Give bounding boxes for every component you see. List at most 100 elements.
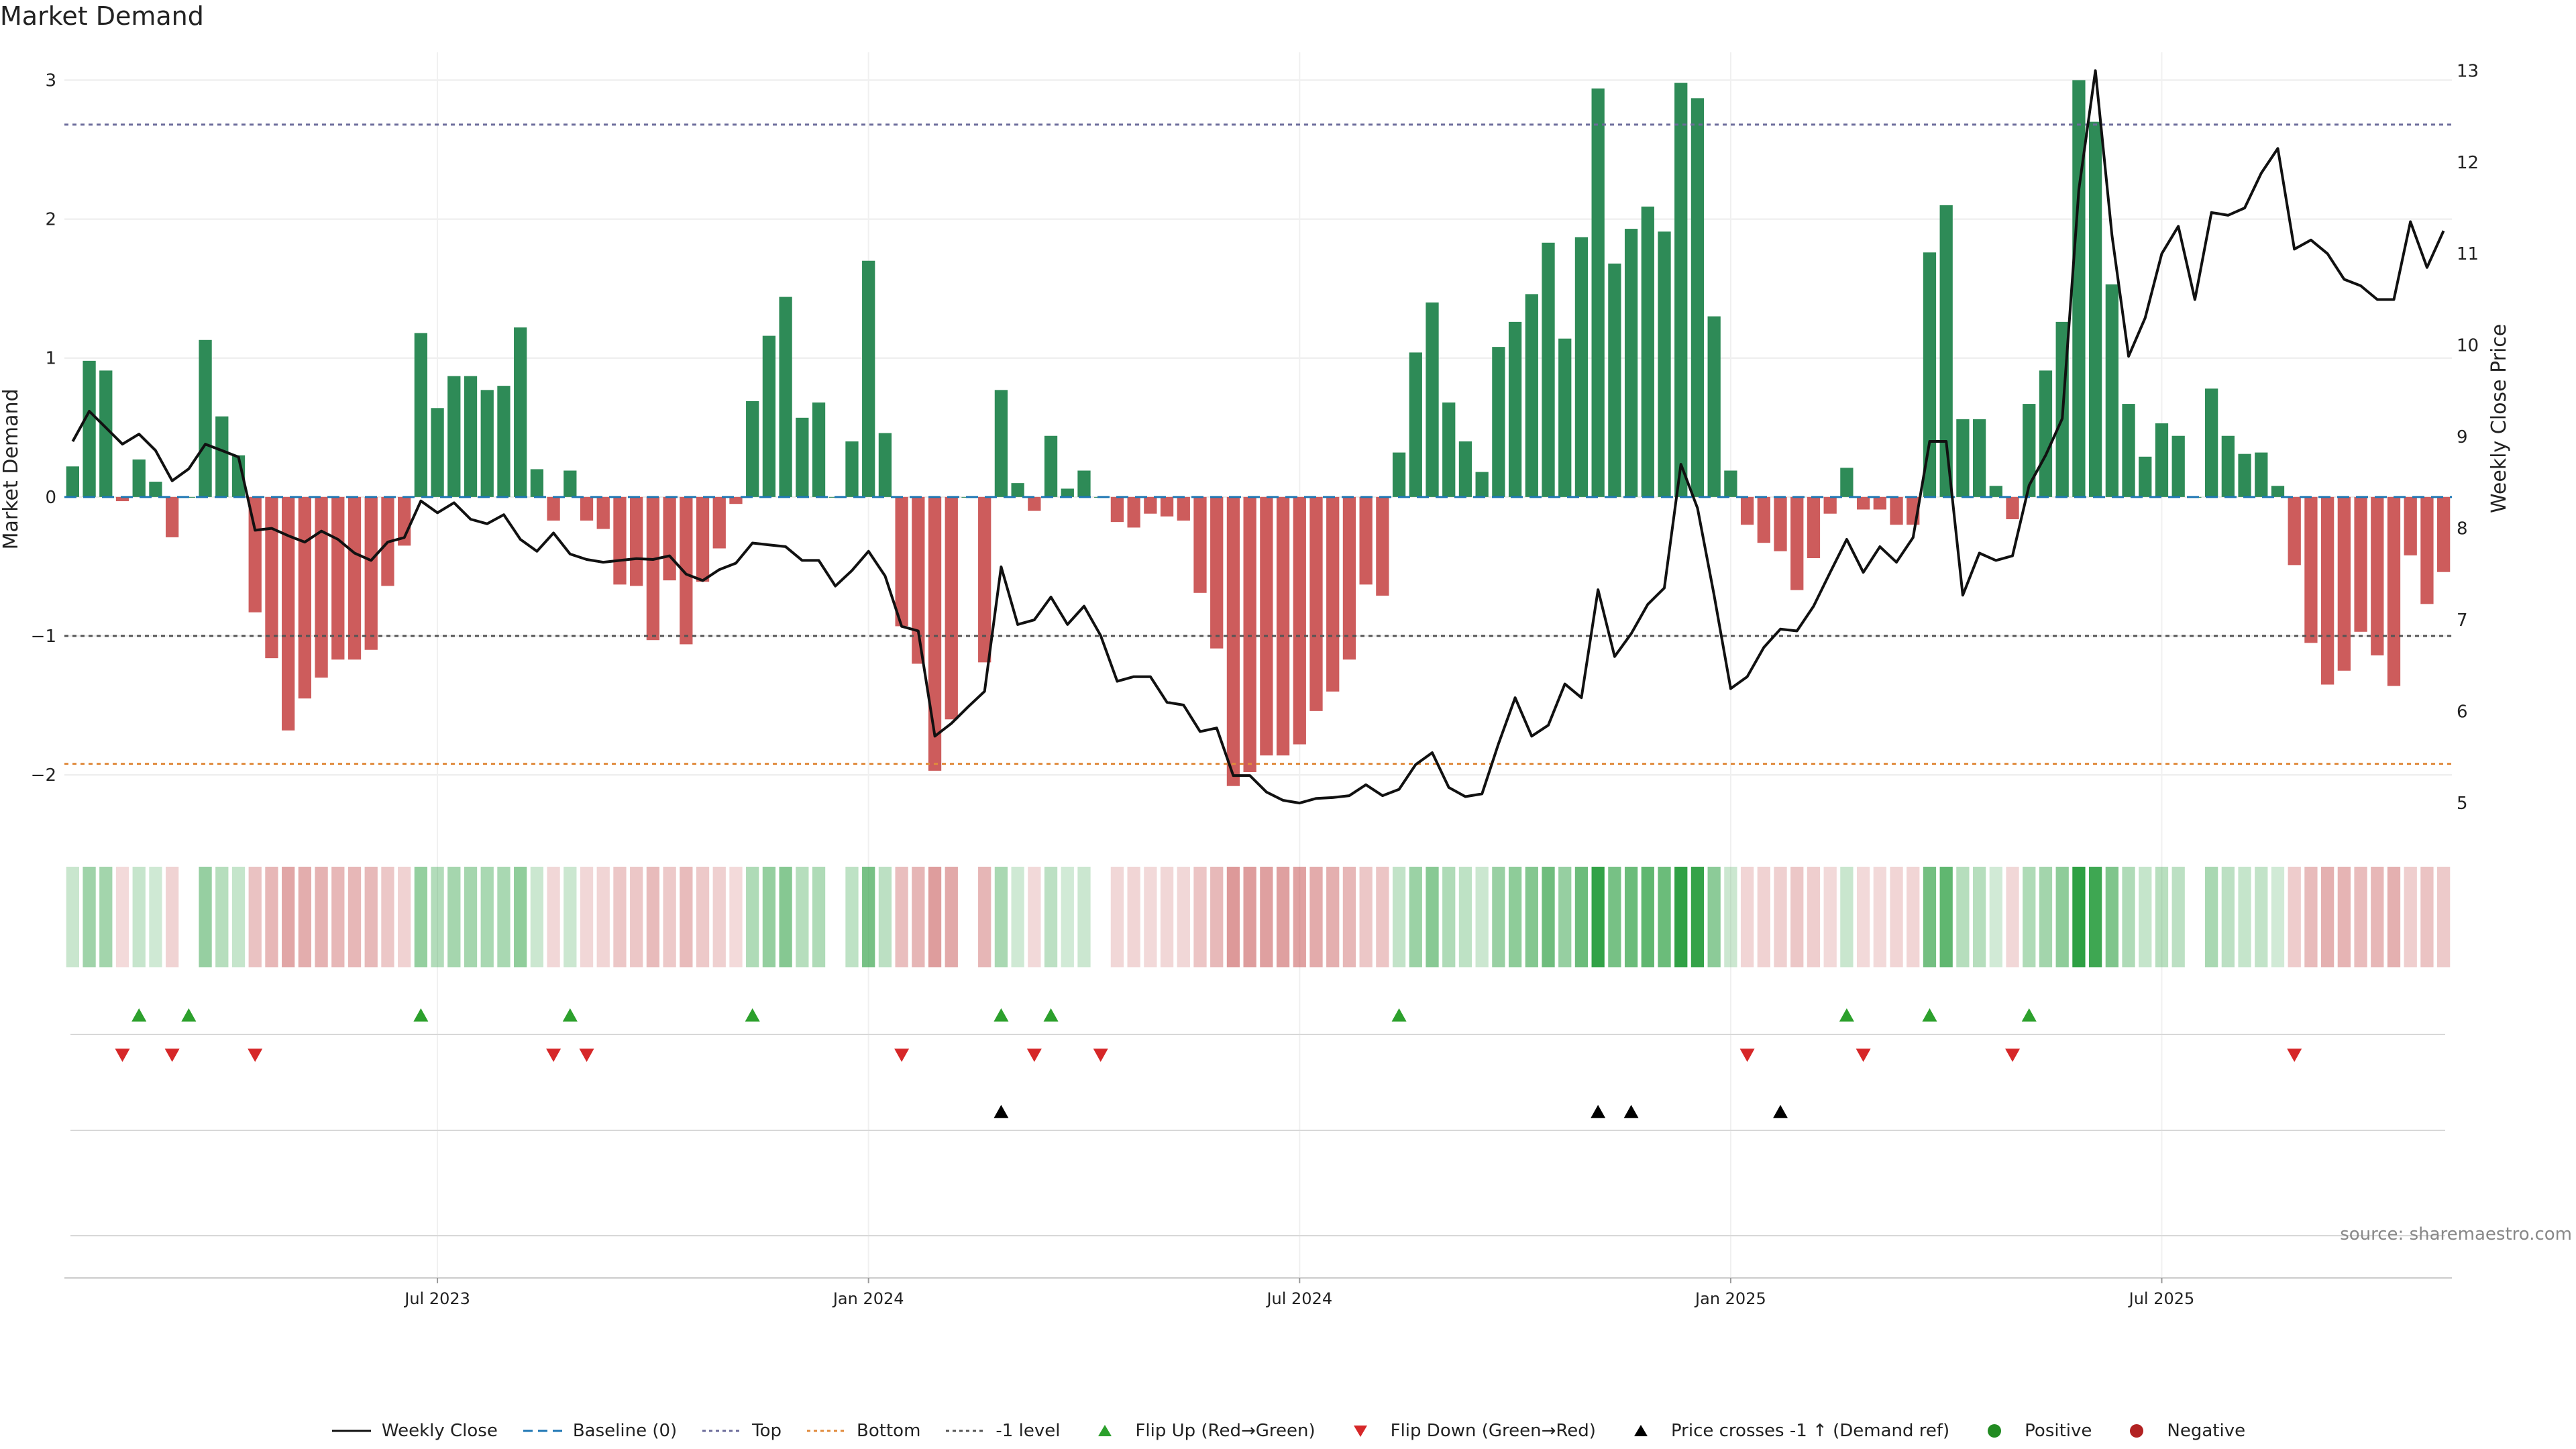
legend-key xyxy=(1988,1424,2002,1438)
legend: Weekly Close Baseline (0) Top Bottom -1 leve… xyxy=(0,1421,2576,1441)
y-tick-label-right: 6 xyxy=(2457,702,2468,722)
price-cross-marker xyxy=(1623,1105,1639,1118)
demand-bar xyxy=(132,459,146,497)
demand-bar xyxy=(2088,121,2102,497)
demand-bar xyxy=(199,339,212,497)
heat-cell xyxy=(1690,867,1705,967)
heat-cell xyxy=(364,867,378,967)
heat-cell xyxy=(2039,867,2053,967)
y-tick-label-right: 10 xyxy=(2457,336,2479,356)
demand-bar xyxy=(115,496,129,502)
heat-cell xyxy=(248,867,262,967)
legend-label: Negative xyxy=(2167,1421,2246,1441)
heat-cell xyxy=(2155,867,2169,967)
legend-item: Top xyxy=(701,1421,782,1441)
heat-cell xyxy=(895,867,908,967)
heat-cell xyxy=(630,867,643,967)
demand-bar xyxy=(497,386,511,497)
demand-bar xyxy=(712,496,726,549)
demand-bar xyxy=(2155,423,2169,497)
price-cross-marker xyxy=(1591,1105,1606,1118)
heat-cell xyxy=(1641,867,1654,967)
demand-bar xyxy=(1127,496,1140,528)
heat-cell xyxy=(1674,867,1688,967)
heat-cell xyxy=(2354,867,2367,967)
heat-cell xyxy=(1558,867,1572,967)
demand-bar xyxy=(2337,496,2351,671)
flip-down-marker xyxy=(164,1049,180,1062)
x-tick-label: Jul 2023 xyxy=(403,1289,470,1308)
heat-cell xyxy=(1774,867,1787,967)
heat-cell xyxy=(215,867,229,967)
demand-bar xyxy=(2437,496,2451,572)
demand-bar xyxy=(564,470,577,497)
heat-cell xyxy=(2304,867,2318,967)
heat-cell xyxy=(149,867,162,967)
heat-cell xyxy=(1442,867,1456,967)
demand-bar xyxy=(1276,496,1290,756)
heat-cell xyxy=(1458,867,1472,967)
demand-bar xyxy=(1426,302,1439,497)
y-tick-label-left: 0 xyxy=(45,488,56,508)
demand-bar xyxy=(2039,370,2053,497)
demand-bar xyxy=(2122,404,2135,497)
legend-key-shape xyxy=(1353,1426,1367,1437)
heat-cell xyxy=(315,867,328,967)
legend-label: Positive xyxy=(2025,1421,2092,1441)
x-tick-label: Jan 2025 xyxy=(1694,1289,1766,1308)
legend-label: Flip Up (Red→Green) xyxy=(1135,1421,1316,1441)
demand-bar xyxy=(1044,435,1058,497)
heat-cell xyxy=(1707,867,1721,967)
heat-cell xyxy=(199,867,212,967)
heat-cell xyxy=(1392,867,1406,967)
heat-cell xyxy=(1293,867,1306,967)
demand-bar xyxy=(2387,496,2401,686)
heat-cell xyxy=(1724,867,1737,967)
demand-bar xyxy=(1840,468,1854,497)
y-tick-label-right: 5 xyxy=(2457,794,2468,814)
heat-cell xyxy=(1127,867,1140,967)
heat-cell xyxy=(729,867,743,967)
demand-bar xyxy=(547,496,560,521)
demand-bar xyxy=(2238,453,2251,497)
legend-item: Negative xyxy=(2116,1421,2245,1441)
heat-cell xyxy=(381,867,394,967)
demand-bar xyxy=(596,496,610,529)
heat-cell xyxy=(1193,867,1207,967)
heat-cell xyxy=(1972,867,1986,967)
demand-bar xyxy=(928,496,942,771)
demand-bar xyxy=(663,496,676,581)
flip-up-marker xyxy=(1391,1008,1407,1022)
heat-cell xyxy=(1923,867,1937,967)
x-tick-label: Jul 2024 xyxy=(1265,1289,1332,1308)
heat-cell xyxy=(712,867,726,967)
heat-cell xyxy=(862,867,875,967)
heat-cell xyxy=(1508,867,1522,967)
heat-cell xyxy=(265,867,278,967)
heat-cell xyxy=(613,867,627,967)
demand-bar xyxy=(298,496,312,699)
y-tick-label-left: 2 xyxy=(45,210,56,230)
heat-cell xyxy=(1044,867,1058,967)
demand-bar xyxy=(1658,231,1671,497)
heat-cell xyxy=(530,867,544,967)
y-tick-label-right: 8 xyxy=(2457,519,2468,539)
heat-cell xyxy=(1591,867,1605,967)
demand-bar xyxy=(1359,496,1373,585)
heat-cell xyxy=(2337,867,2351,967)
heat-cell xyxy=(928,867,942,967)
demand-bar xyxy=(1740,496,1754,525)
demand-bar xyxy=(2171,435,2185,497)
heat-cell xyxy=(1326,867,1340,967)
demand-bar xyxy=(282,496,295,731)
demand-bar xyxy=(480,390,494,497)
heat-cell xyxy=(132,867,146,967)
heat-cell xyxy=(497,867,511,967)
heat-cell xyxy=(796,867,809,967)
demand-bar xyxy=(2072,80,2086,497)
legend-label: Price crosses -1 ↑ (Demand ref) xyxy=(1670,1421,1950,1441)
demand-bar xyxy=(1525,294,1538,497)
heat-cell xyxy=(994,867,1008,967)
heat-cell xyxy=(646,867,660,967)
demand-bar xyxy=(845,441,859,497)
